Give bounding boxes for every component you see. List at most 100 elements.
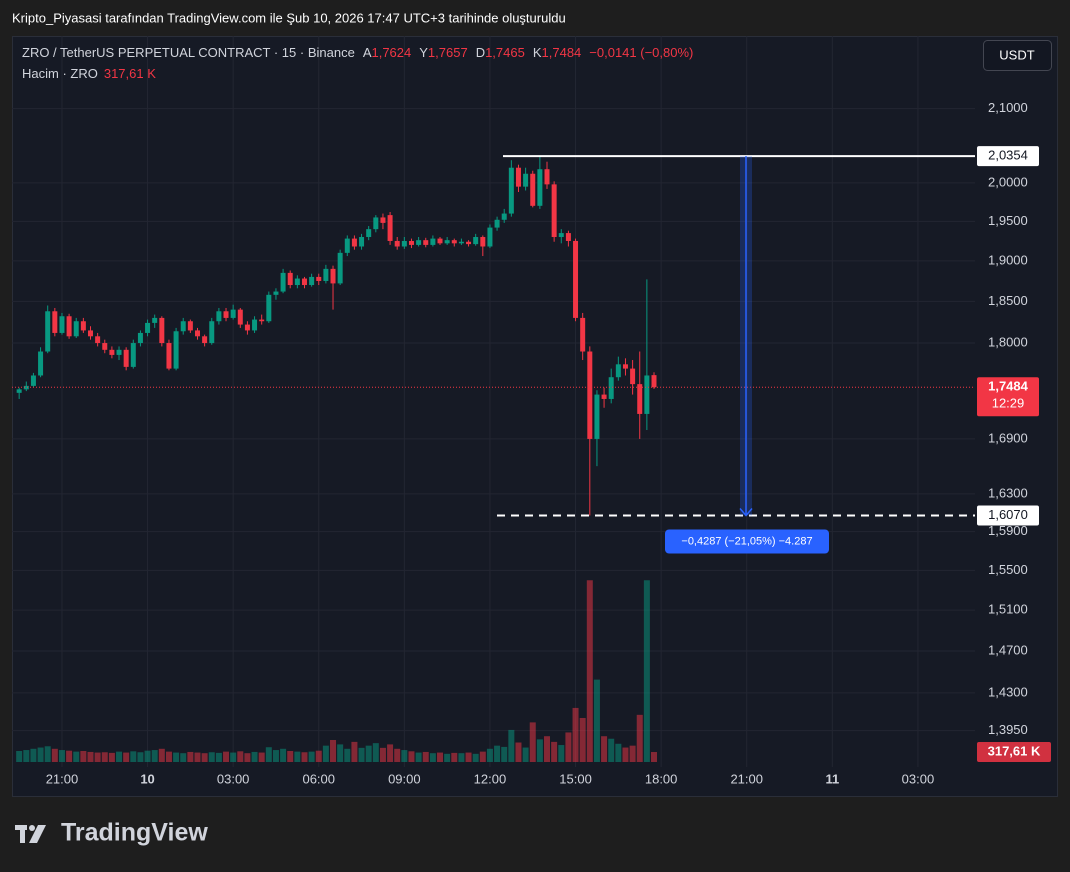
volume-bar [622, 747, 629, 762]
volume-bar [444, 753, 451, 762]
candle-body [644, 375, 650, 414]
volume-bar [251, 751, 258, 762]
measure-box [665, 529, 829, 554]
ohlc-value: 1,7657 [428, 45, 468, 60]
candle-body [473, 237, 479, 245]
x-tick-label: 06:00 [302, 771, 335, 786]
volume-bar [287, 750, 294, 762]
volume-bar [579, 717, 586, 762]
candle-body [159, 317, 165, 344]
candle-body [451, 240, 457, 244]
x-tick-label: 03:00 [902, 771, 935, 786]
volume-bar [529, 722, 536, 762]
volume-bar [301, 752, 308, 762]
candle-body [294, 278, 300, 286]
candle-body [59, 316, 65, 333]
volume-bar [615, 743, 622, 762]
volume-bar [465, 752, 472, 762]
volume-bar [494, 745, 501, 762]
candle-body [166, 343, 172, 369]
line-tag [977, 505, 1039, 526]
volume-bar [187, 751, 194, 762]
volume-bar [501, 746, 508, 762]
candle-body [366, 229, 372, 238]
candle-body [601, 394, 607, 399]
candle-body [266, 294, 272, 322]
y-tick-label: 1,4700 [988, 642, 1028, 657]
candle-body [102, 343, 108, 350]
volume-bar [558, 745, 565, 762]
volume-bar [215, 752, 222, 762]
candle-body [137, 332, 143, 344]
volume-bar [315, 750, 322, 762]
candle-body [437, 238, 443, 244]
candle-body [351, 238, 357, 247]
currency-button[interactable] [983, 40, 1052, 71]
last-price-tag [977, 377, 1039, 417]
line-tag-label: 2,0354 [988, 148, 1028, 163]
volume-bar [565, 732, 572, 762]
volume-bar [280, 748, 287, 762]
x-tick-label: 21:00 [46, 771, 79, 786]
volume-bar [515, 742, 522, 762]
volume-legend: Hacim · ZRO 317,61 K [22, 66, 156, 81]
volume-bar [636, 714, 643, 762]
volume-bar [30, 748, 37, 762]
candle-body [30, 375, 36, 386]
y-tick-label: 1,6900 [988, 430, 1028, 445]
candle-body [38, 351, 44, 376]
volume-bar [522, 747, 529, 762]
candle-body [323, 268, 329, 281]
y-tick-label: 2,1000 [988, 100, 1028, 115]
volume-bar [37, 747, 44, 762]
volume-bar [458, 753, 465, 762]
volume-bar [379, 747, 386, 762]
candle-body [237, 309, 243, 325]
legend-header: ZRO / TetherUS PERPETUAL CONTRACT · 15 ·… [22, 45, 693, 60]
candle-body [109, 349, 115, 355]
volume-title: Hacim · ZRO [22, 66, 98, 81]
x-tick-label: 11 [825, 771, 839, 786]
candle-body [152, 317, 158, 323]
volume-bar [244, 753, 251, 762]
x-tick-label: 12:00 [474, 771, 507, 786]
volume-bar [123, 752, 130, 762]
candle-body [95, 336, 101, 344]
volume-bar [508, 729, 515, 762]
volume-bar [80, 750, 87, 762]
volume-bar [344, 748, 351, 762]
volume-bar [223, 751, 230, 762]
candle-body [130, 343, 136, 367]
currency-label: USDT [999, 47, 1034, 62]
volume-bar [472, 753, 479, 762]
volume-bar [586, 580, 593, 762]
y-tick-label: 1,9000 [988, 252, 1028, 267]
volume-bar [429, 753, 436, 762]
candle-body [537, 169, 543, 206]
x-tick-label: 21:00 [730, 771, 763, 786]
volume-bar [408, 751, 415, 762]
ohlc-value: 1,7624 [371, 45, 411, 60]
y-tick-label: 1,3950 [988, 722, 1028, 737]
candle-body [145, 322, 151, 333]
ohlc-key: D [476, 45, 485, 60]
volume-bar [394, 748, 401, 762]
symbol: ZRO / TetherUS PERPETUAL CONTRACT · 15 ·… [22, 45, 355, 60]
candle-body [573, 240, 579, 318]
change: −0,0141 (−0,80%) [589, 45, 693, 60]
candle-body [594, 394, 600, 439]
candle-body [615, 364, 621, 378]
volume-bar [201, 753, 208, 762]
candle-body [194, 330, 200, 337]
y-tick-label: 1,8000 [988, 334, 1028, 349]
candle-body [280, 272, 286, 292]
volume-bar [237, 751, 244, 762]
candle-body [359, 237, 365, 247]
x-tick-label: 03:00 [217, 771, 250, 786]
candle-body [223, 311, 229, 318]
ohlc-key: Y [419, 45, 428, 60]
candle-body [16, 389, 22, 393]
candle-body [52, 311, 58, 333]
last-price-label: 1,7484 [988, 379, 1029, 394]
